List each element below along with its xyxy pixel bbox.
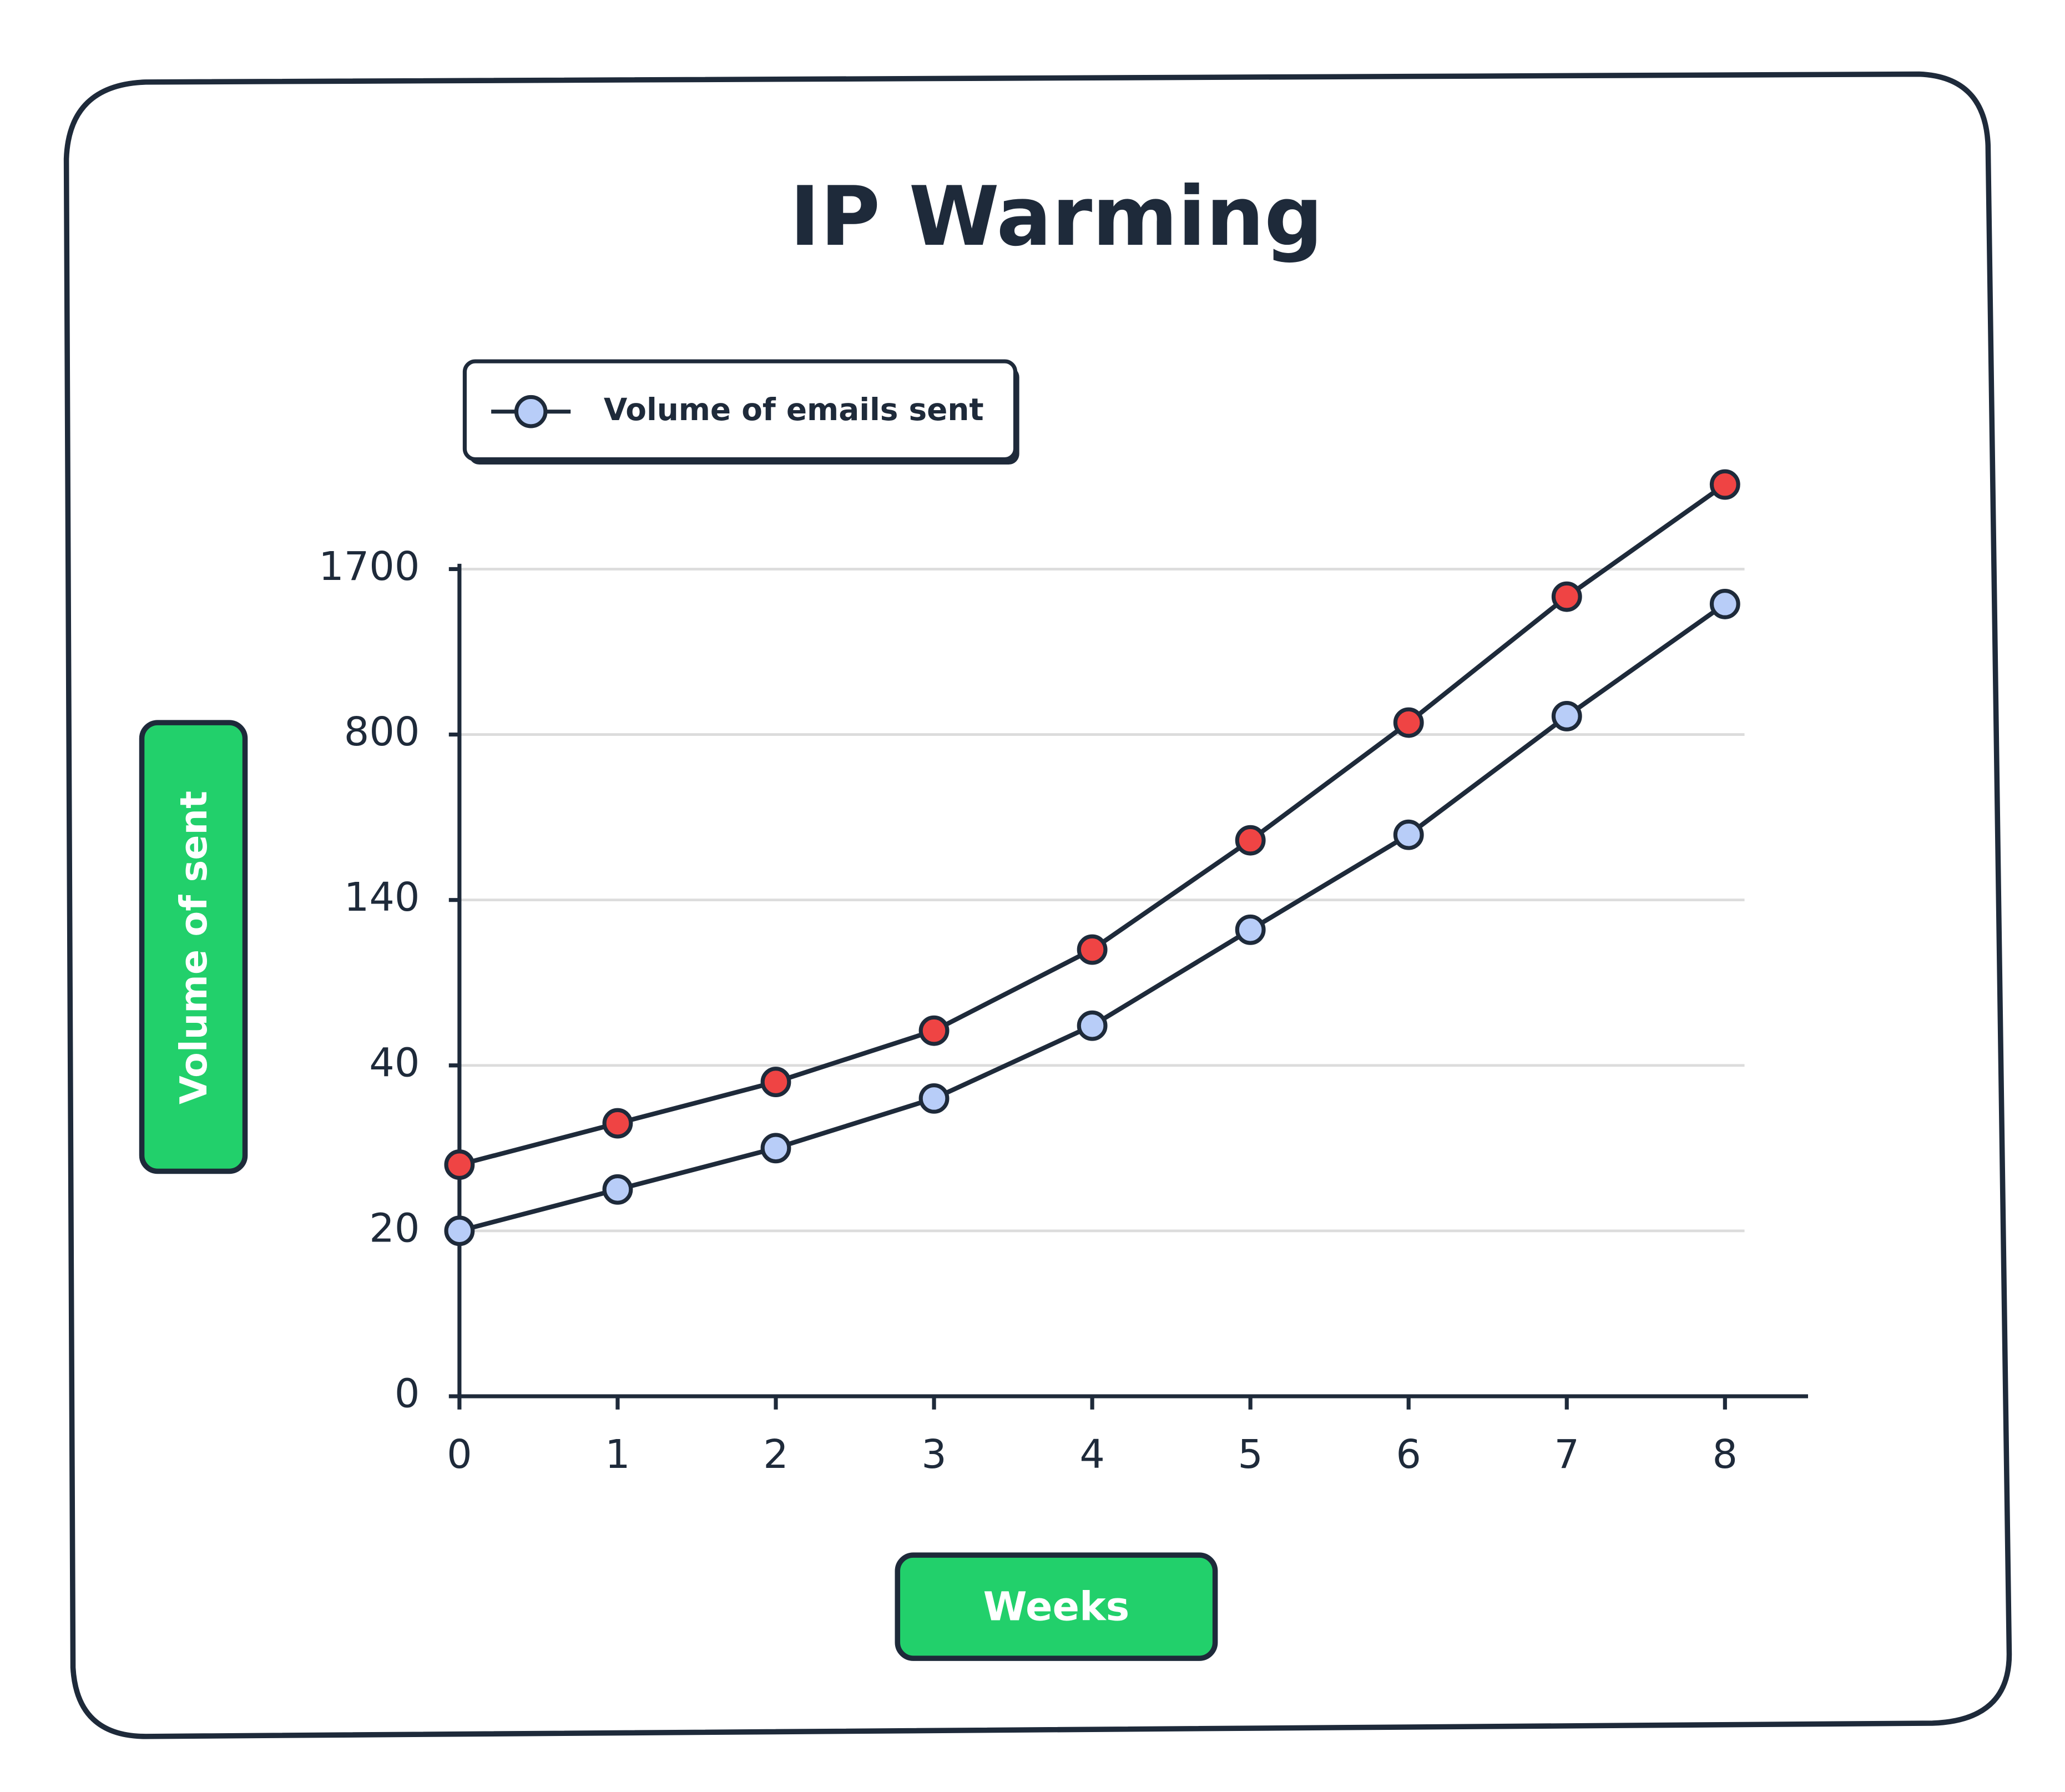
data-point	[1709, 469, 1740, 500]
data-point	[918, 1083, 950, 1114]
y-tick-label: 1700	[319, 543, 420, 589]
legend-label: Volume of emails sent	[604, 392, 984, 427]
legend-marker	[514, 395, 548, 428]
x-tick-label: 6	[1396, 1431, 1421, 1477]
data-point	[1709, 588, 1740, 619]
data-point	[602, 1108, 633, 1139]
data-point	[1393, 819, 1424, 850]
x-tick-label: 3	[921, 1431, 947, 1477]
legend-box	[462, 359, 1018, 462]
frame	[63, 71, 2012, 1739]
x-tick-label: 2	[763, 1431, 789, 1477]
data-point	[1077, 934, 1108, 965]
data-point	[1551, 701, 1582, 731]
x-tick-label: 5	[1238, 1431, 1263, 1477]
x-label-box	[895, 1552, 1218, 1661]
data-point	[444, 1215, 475, 1246]
x-tick-label: 4	[1079, 1431, 1105, 1477]
y-tick-label: 40	[369, 1039, 420, 1086]
x-tick-label: 7	[1554, 1431, 1579, 1477]
y-tick-label: 20	[369, 1205, 420, 1251]
y-tick-label: 800	[344, 709, 420, 755]
data-point	[918, 1015, 950, 1046]
x-tick-label: 0	[447, 1431, 472, 1477]
data-point	[1393, 707, 1424, 738]
data-point	[1235, 825, 1266, 856]
data-point	[1077, 1010, 1108, 1041]
y-tick-label: 140	[344, 874, 420, 920]
data-point	[1235, 914, 1266, 945]
data-point	[760, 1133, 791, 1164]
data-point	[760, 1067, 791, 1097]
chart-title: IP Warming	[790, 169, 1323, 264]
y-tick-label: 0	[395, 1370, 420, 1416]
data-point	[602, 1174, 633, 1205]
data-point	[444, 1149, 475, 1180]
x-tick-label: 1	[605, 1431, 630, 1477]
y-axis-label: Volume of sent	[172, 791, 215, 1104]
x-axis-label: Weeks	[983, 1583, 1130, 1629]
data-point	[1551, 581, 1582, 612]
y-label-box	[139, 720, 248, 1174]
x-tick-label: 8	[1713, 1431, 1738, 1477]
